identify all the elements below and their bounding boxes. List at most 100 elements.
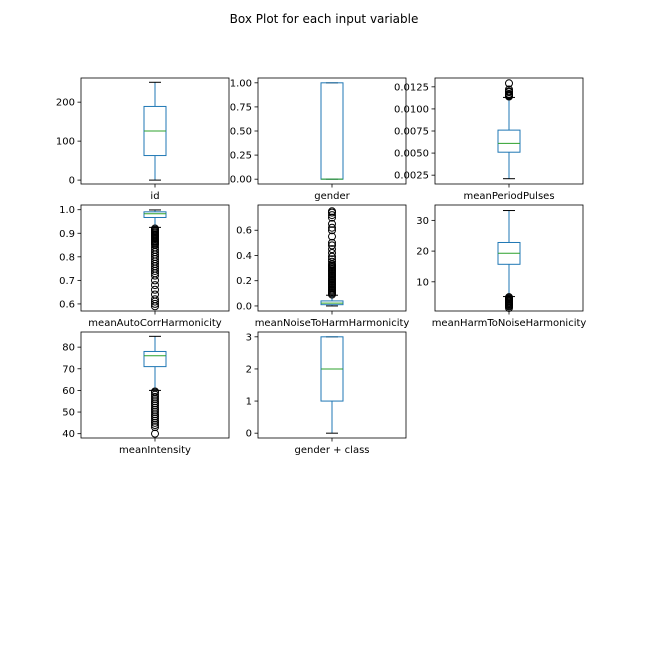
outlier-point bbox=[151, 418, 159, 427]
subplot-4: 0.6 0.7 0.8 0.9 1.0 meanAutoCorrHarmonicity bbox=[59, 204, 230, 329]
x-axis-label: gender bbox=[314, 191, 350, 202]
x-axis-label: meanPeriodPulses bbox=[463, 191, 554, 202]
outlier-point bbox=[328, 219, 336, 228]
y-tick-label: 0.8 bbox=[59, 252, 75, 263]
y-tick-label: 3 bbox=[246, 332, 252, 343]
outlier-point bbox=[505, 85, 513, 94]
y-tick-label: 80 bbox=[62, 343, 75, 354]
outlier-point bbox=[151, 387, 159, 396]
y-tick-label: 0.25 bbox=[230, 151, 252, 162]
y-tick-label: 0.6 bbox=[59, 299, 75, 310]
outlier-point bbox=[328, 241, 336, 250]
y-tick-label: 60 bbox=[62, 386, 75, 397]
outlier-point bbox=[328, 260, 336, 269]
outlier-point bbox=[328, 248, 336, 257]
y-tick-label: 50 bbox=[62, 408, 75, 419]
subplot-8: 0 1 2 3 gender + class bbox=[246, 331, 407, 456]
y-tick-label: 100 bbox=[56, 137, 75, 148]
y-tick-label: 0.0100 bbox=[394, 104, 429, 115]
outlier-point bbox=[151, 408, 159, 417]
x-axis-label: meanAutoCorrHarmonicity bbox=[88, 318, 221, 329]
outlier-point bbox=[151, 290, 159, 299]
outlier-point bbox=[151, 410, 159, 419]
x-axis-label: gender + class bbox=[294, 445, 369, 456]
outlier-point bbox=[151, 285, 159, 294]
subplot-2: 0.00 0.25 0.50 0.75 1.00 gender bbox=[230, 77, 407, 202]
outlier-point bbox=[505, 79, 513, 88]
y-tick-label: 0.0125 bbox=[394, 82, 429, 93]
x-axis-label: meanHarmToNoiseHarmonicity bbox=[432, 318, 587, 329]
outlier-point bbox=[328, 213, 336, 222]
y-tick-label: 1.00 bbox=[230, 78, 252, 89]
outlier-point bbox=[328, 252, 336, 261]
iqr-box bbox=[497, 129, 521, 153]
y-tick-label: 30 bbox=[416, 216, 429, 227]
y-tick-label: 1 bbox=[246, 397, 252, 408]
y-tick-label: 0.7 bbox=[59, 276, 75, 287]
x-axis-label: meanNoiseToHarmHarmonicity bbox=[255, 318, 410, 329]
outlier-point bbox=[328, 207, 336, 216]
y-tick-label: 0.2 bbox=[236, 276, 252, 287]
y-tick-label: 0.6 bbox=[236, 226, 252, 237]
outlier-point bbox=[151, 423, 159, 432]
subplot-5: 0.0 0.2 0.4 0.6 meanNoiseToHarmHarmonicity bbox=[236, 204, 410, 329]
y-tick-label: 0.9 bbox=[59, 229, 75, 240]
outlier-point bbox=[151, 429, 159, 438]
y-tick-label: 0 bbox=[69, 176, 75, 187]
y-tick-label: 0.0050 bbox=[394, 149, 429, 160]
figure-title: Box Plot for each input variable bbox=[230, 12, 419, 26]
outlier-point bbox=[151, 281, 159, 290]
outlier-point bbox=[151, 390, 159, 399]
y-tick-label: 0.75 bbox=[230, 102, 252, 113]
subplots-grid: 0100200id0.000.250.500.751.00gender0.002… bbox=[56, 77, 587, 456]
outlier-point bbox=[151, 397, 159, 406]
y-tick-label: 2 bbox=[246, 364, 252, 375]
outlier-point bbox=[151, 405, 159, 414]
x-axis-label: meanIntensity bbox=[119, 445, 191, 456]
outlier-point bbox=[151, 224, 159, 233]
subplot-1: 0 100 200 id bbox=[56, 77, 230, 202]
outlier-point bbox=[151, 412, 159, 421]
outlier-point bbox=[328, 238, 336, 247]
outlier-point bbox=[151, 392, 159, 401]
outlier-point bbox=[151, 395, 159, 404]
y-tick-label: 70 bbox=[62, 364, 75, 375]
outlier-point bbox=[328, 255, 336, 264]
outlier-point bbox=[328, 223, 336, 232]
outlier-point bbox=[151, 299, 159, 308]
outlier-point bbox=[151, 401, 159, 410]
y-tick-label: 0.50 bbox=[230, 127, 252, 138]
axes-frame bbox=[257, 77, 407, 185]
y-tick-label: 40 bbox=[62, 429, 75, 440]
outlier-point bbox=[151, 403, 159, 412]
outlier-point bbox=[328, 232, 336, 241]
y-tick-label: 0.00 bbox=[230, 175, 252, 186]
y-tick-label: 0.4 bbox=[236, 251, 252, 262]
y-tick-label: 200 bbox=[56, 98, 75, 109]
y-tick-label: 0.0025 bbox=[394, 171, 429, 182]
outlier-point bbox=[328, 226, 336, 235]
y-tick-label: 1.0 bbox=[59, 205, 75, 216]
y-tick-label: 0.0075 bbox=[394, 127, 429, 138]
x-axis-label: id bbox=[150, 191, 159, 202]
outlier-point bbox=[328, 257, 336, 266]
outlier-point bbox=[151, 295, 159, 304]
iqr-box bbox=[320, 82, 344, 180]
y-tick-label: 20 bbox=[416, 247, 429, 258]
iqr-box bbox=[143, 350, 167, 368]
outlier-point bbox=[151, 399, 159, 408]
y-tick-label: 10 bbox=[416, 277, 429, 288]
outlier-point bbox=[505, 293, 513, 302]
y-tick-label: 0.0 bbox=[236, 301, 252, 312]
outlier-point bbox=[151, 421, 159, 430]
subplot-6: 10 20 30 meanHarmToNoiseHarmonicity bbox=[416, 204, 587, 329]
subplot-3: 0.0025 0.0050 0.0075 0.0100 0.0125 meanPeriod… bbox=[394, 77, 584, 202]
iqr-box bbox=[143, 211, 167, 218]
subplot-7: 40 50 60 70 80 meanIntensity bbox=[62, 331, 230, 456]
outlier-point bbox=[328, 245, 336, 254]
outlier-point bbox=[328, 211, 336, 220]
y-tick-label: 0 bbox=[246, 429, 252, 440]
outlier-point bbox=[151, 416, 159, 425]
outlier-point bbox=[151, 414, 159, 423]
